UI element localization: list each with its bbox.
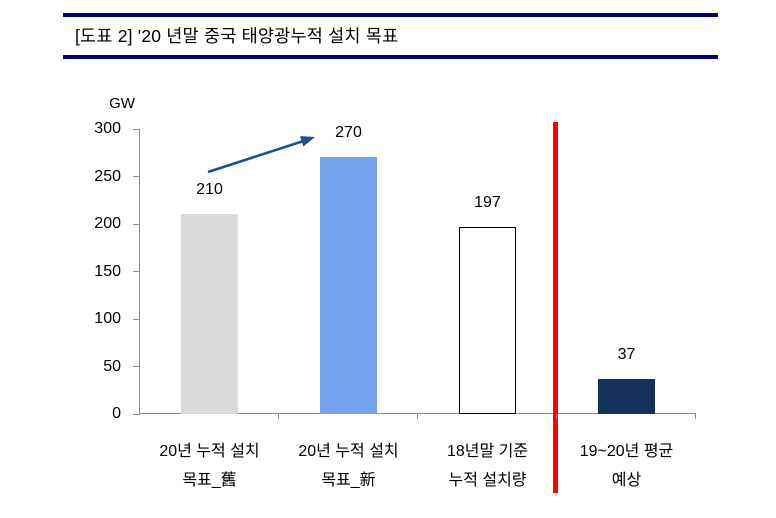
increase-arrow-icon — [207, 136, 315, 174]
category-label-line1: 20년 누적 설치 — [298, 443, 399, 460]
bar-value-label: 210 — [196, 181, 223, 198]
y-tick-label: 0 — [112, 405, 121, 422]
header-rule-top — [63, 13, 718, 17]
figure-title: [도표 2] '20 년말 중국 태양광누적 설치 목표 — [75, 26, 399, 46]
y-tick-mark — [133, 223, 140, 225]
header-rule-bottom — [63, 55, 718, 59]
y-tick-mark — [133, 128, 140, 130]
category-label: 19~20년 평균 예상 — [557, 437, 696, 495]
y-tick-label: 300 — [94, 120, 121, 137]
y-tick-label: 100 — [94, 310, 121, 327]
bar-target-old — [181, 214, 238, 414]
category-label: 20년 누적 설치 목표_新 — [279, 437, 418, 495]
y-tick-mark — [133, 413, 140, 415]
y-tick-label: 50 — [103, 357, 121, 375]
x-tick-mark — [278, 414, 279, 419]
category-label: 18년말 기준 누적 설치량 — [418, 437, 557, 495]
y-tick-mark — [133, 318, 140, 320]
category-label-line2: 예상 — [611, 472, 642, 489]
category-label-line2: 목표_新 — [321, 472, 376, 489]
bar-target-new — [320, 157, 377, 414]
x-axis-line — [140, 413, 696, 414]
category-label-line2: 누적 설치량 — [448, 472, 527, 489]
bar-value-label: 37 — [617, 346, 636, 363]
y-axis-unit-label: GW — [109, 95, 135, 112]
y-tick-label: 150 — [94, 262, 121, 280]
forecast-divider-line — [553, 122, 558, 493]
y-tick-mark — [133, 366, 140, 367]
x-tick-mark — [556, 414, 557, 419]
category-label-line1: 19~20년 평균 — [579, 443, 674, 460]
x-tick-mark — [695, 414, 696, 419]
bar-installed-2018 — [459, 227, 516, 414]
category-label: 20년 누적 설치 목표_舊 — [140, 437, 279, 495]
category-label-line2: 목표_舊 — [182, 472, 237, 489]
bar-avg-forecast — [598, 379, 655, 414]
x-tick-mark — [417, 414, 418, 419]
bar-value-label: 270 — [335, 124, 362, 141]
y-tick-mark — [133, 176, 140, 177]
y-tick-label: 250 — [94, 167, 121, 185]
y-tick-label: 200 — [94, 215, 121, 232]
category-label-line1: 20년 누적 설치 — [159, 443, 260, 460]
y-tick-mark — [133, 271, 140, 272]
bar-value-label: 197 — [474, 194, 501, 211]
category-label-line1: 18년말 기준 — [446, 443, 529, 460]
